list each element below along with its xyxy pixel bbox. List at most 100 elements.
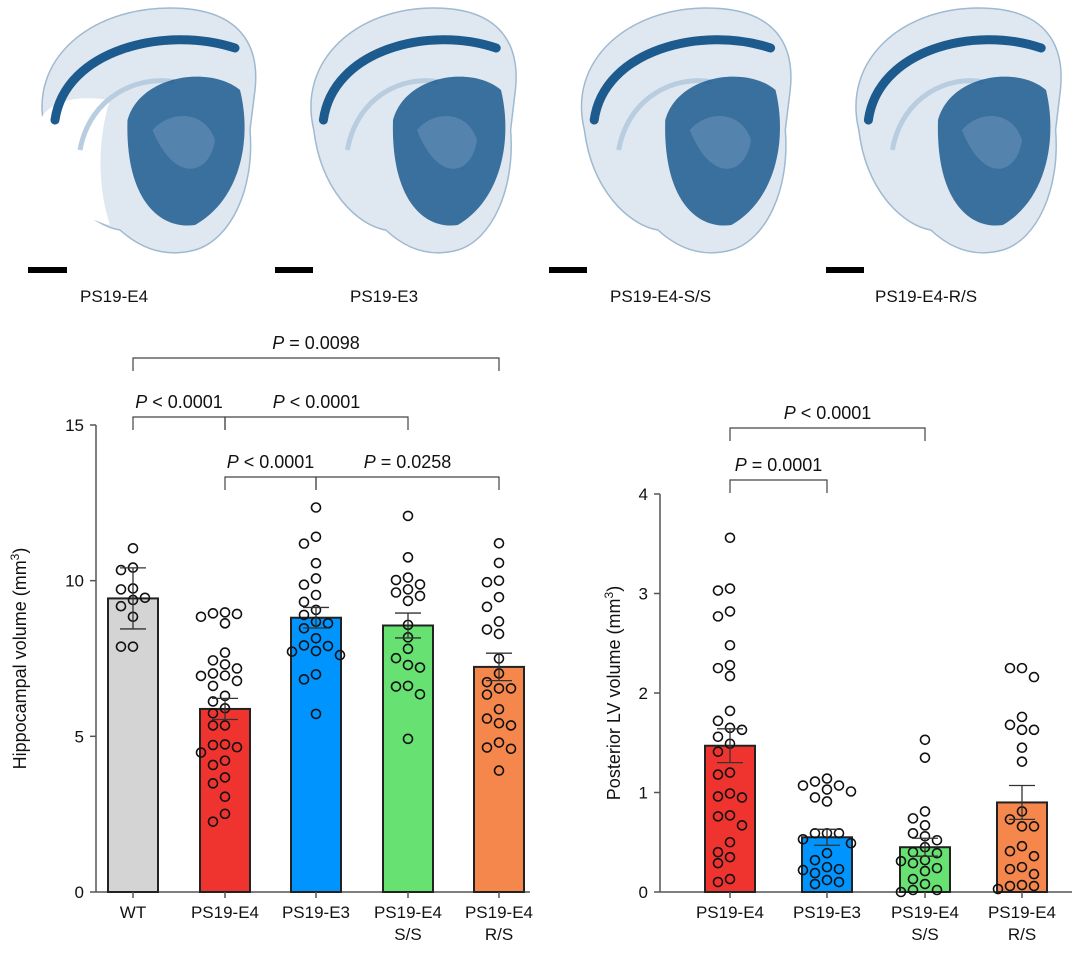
significance-bracket: P < 0.0001 xyxy=(224,452,317,490)
data-point xyxy=(115,564,127,576)
data-point xyxy=(334,649,346,661)
bracket-line xyxy=(315,476,500,490)
data-point xyxy=(1016,756,1028,767)
data-point xyxy=(724,836,736,848)
data-point xyxy=(907,884,919,896)
data-point xyxy=(195,670,207,682)
data-point xyxy=(712,769,724,780)
data-point xyxy=(231,663,243,674)
data-point xyxy=(481,601,493,613)
data-point xyxy=(1016,662,1028,674)
data-point xyxy=(127,542,139,554)
bar-group xyxy=(382,510,434,893)
data-point xyxy=(493,765,505,776)
data-point xyxy=(298,579,310,591)
brain-section xyxy=(310,7,517,254)
data-point xyxy=(1016,742,1028,754)
data-point xyxy=(724,639,736,651)
p-value-label: P = 0.0098 xyxy=(272,333,360,353)
data-point xyxy=(895,886,907,898)
data-point xyxy=(712,585,724,596)
data-point xyxy=(298,596,310,608)
data-point xyxy=(298,538,310,549)
data-point xyxy=(219,618,231,629)
corpus-callosum xyxy=(863,35,1046,125)
data-point xyxy=(207,720,219,731)
thalamus-inner xyxy=(152,116,215,169)
data-point xyxy=(310,557,322,569)
data-point xyxy=(402,552,414,563)
data-point xyxy=(712,746,724,758)
data-point xyxy=(207,680,219,692)
data-point xyxy=(833,863,845,875)
posterior-lv-volume-chart: 0 1 2 3 4 Posterior LV volume (mm3) PS19-E4 PS1… xyxy=(602,403,1072,944)
image-label: PS19-E4 xyxy=(80,287,148,306)
data-point xyxy=(310,573,322,584)
data-point xyxy=(493,717,505,729)
data-point xyxy=(1004,662,1016,674)
data-point xyxy=(724,810,736,821)
data-point xyxy=(919,752,931,763)
x-tick-label: R/S xyxy=(1008,925,1036,944)
x-tick-label: S/S xyxy=(394,925,421,944)
data-point xyxy=(724,659,736,671)
data-point xyxy=(414,689,426,700)
data-point xyxy=(833,780,845,791)
data-point xyxy=(931,862,943,874)
hippocampal-volume-chart: 0 5 10 15 Hippocampal volume (mm3) WT PS19-E4 P… xyxy=(8,333,533,944)
x-tick-label: WT xyxy=(120,903,146,922)
brain-sections: PS19-E4 PS19-E3 PS19-E4-S/S PS19-E4-R/S xyxy=(28,7,1062,306)
x-tick-label: PS19-E4 xyxy=(191,903,259,922)
bar-group xyxy=(107,542,159,893)
data-point xyxy=(493,628,505,640)
data-point xyxy=(724,606,736,617)
hippocampus xyxy=(889,78,985,151)
data-point xyxy=(821,773,833,784)
data-point xyxy=(207,655,219,666)
corpus-callosum xyxy=(589,35,776,125)
significance-bracket: P < 0.0001 xyxy=(132,392,226,430)
data-point xyxy=(414,590,426,602)
bar-group xyxy=(286,502,346,893)
data-point xyxy=(919,865,931,877)
data-point xyxy=(310,645,322,657)
data-point xyxy=(1016,724,1028,736)
data-point xyxy=(207,778,219,789)
data-point xyxy=(931,834,943,846)
data-point xyxy=(992,883,1004,895)
data-point xyxy=(919,734,931,746)
data-point xyxy=(219,791,231,803)
thalamus-inner xyxy=(689,116,751,169)
data-point xyxy=(907,857,919,869)
data-point xyxy=(919,820,931,831)
data-point xyxy=(231,675,243,687)
y-tick-label: 3 xyxy=(639,585,648,604)
data-point xyxy=(322,640,334,652)
data-point xyxy=(414,662,426,673)
data-point xyxy=(1016,879,1028,891)
data-point xyxy=(931,884,943,896)
data-point xyxy=(724,767,736,778)
p-value-label: P < 0.0001 xyxy=(227,452,315,472)
x-tick-label: PS19-E4 xyxy=(988,903,1056,922)
y-axis-label: Hippocampal volume (mm3) xyxy=(8,548,30,770)
brain-section xyxy=(39,7,257,254)
data-point xyxy=(207,816,219,827)
data-point xyxy=(724,851,736,863)
data-point xyxy=(493,557,505,569)
bar-group xyxy=(704,532,756,893)
data-point xyxy=(310,502,322,513)
data-point xyxy=(809,878,821,890)
x-tick-label: PS19-E4 xyxy=(374,903,442,922)
ventricle-enlarged xyxy=(39,98,110,225)
p-value-label: P < 0.0001 xyxy=(273,392,361,412)
data-point xyxy=(821,861,833,873)
y-tick-label: 0 xyxy=(639,883,648,902)
data-point xyxy=(481,676,493,688)
scale-bar xyxy=(275,267,313,273)
data-point xyxy=(1016,711,1028,723)
significance-bracket: P = 0.0258 xyxy=(315,452,500,490)
data-point xyxy=(1028,868,1040,880)
data-point xyxy=(219,720,231,731)
data-point xyxy=(1028,724,1040,736)
